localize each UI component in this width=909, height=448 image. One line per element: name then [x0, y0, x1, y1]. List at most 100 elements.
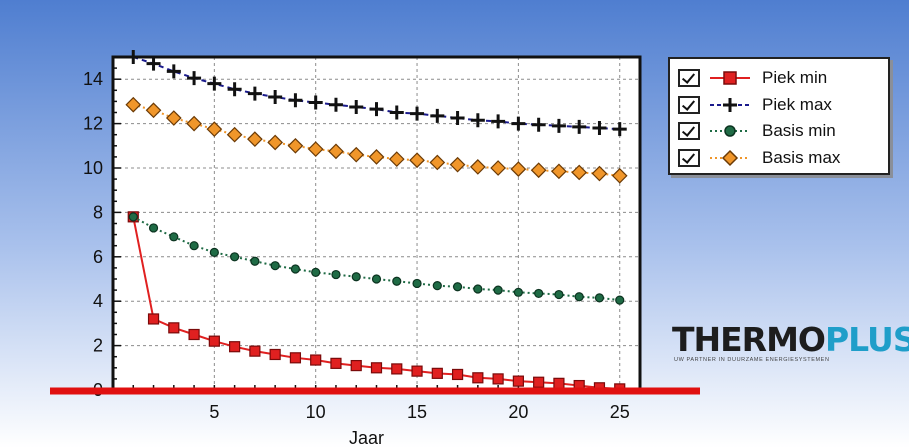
data-point-basis-max: [226, 126, 243, 143]
data-point-basis-min: [513, 287, 523, 297]
data-point-basis-min: [534, 288, 544, 299]
checkbox-icon[interactable]: [678, 96, 700, 114]
legend-item-piek-min[interactable]: Piek min: [678, 66, 884, 90]
data-point-piek-max: [531, 117, 546, 132]
data-point-piek-min: [350, 359, 362, 372]
chart-legend: Piek min Piek max Basis min Basis m: [668, 57, 890, 175]
data-point-basis-max: [530, 162, 547, 179]
data-point-piek-max: [450, 111, 465, 126]
data-point-basis-min: [392, 276, 402, 286]
checkbox-icon[interactable]: [678, 69, 700, 87]
data-point-basis-min: [189, 241, 199, 251]
data-point-piek-max: [308, 95, 323, 110]
data-point-piek-min: [208, 335, 220, 347]
data-point-piek-min: [451, 368, 464, 381]
legend-item-basis-min[interactable]: Basis min: [678, 119, 884, 143]
data-point-piek-min: [310, 354, 322, 366]
data-point-basis-max: [145, 102, 162, 119]
data-point-basis-min: [311, 267, 321, 277]
data-point-basis-min: [209, 247, 219, 257]
data-point-basis-max: [510, 161, 527, 177]
logo-tagline: UW PARTNER IN DUURZAME ENERGIESYSTEMEN: [674, 357, 830, 363]
data-point-basis-min: [554, 289, 564, 300]
y-tick-label: 6: [93, 247, 103, 267]
data-point-basis-max: [328, 143, 344, 160]
checkbox-icon[interactable]: [678, 122, 700, 140]
data-point-basis-min: [574, 292, 584, 302]
y-tick-label: 12: [83, 114, 103, 134]
data-point-basis-min: [432, 281, 442, 291]
legend-item-basis-max[interactable]: Basis max: [678, 146, 884, 170]
data-point-piek-max: [247, 86, 262, 101]
data-point-basis-max: [571, 164, 588, 181]
data-point-piek-min: [249, 345, 261, 357]
data-point-piek-max: [207, 76, 222, 91]
data-point-piek-max: [491, 114, 506, 129]
data-point-basis-max: [267, 134, 284, 151]
data-point-piek-min: [269, 348, 281, 361]
data-point-basis-max: [348, 146, 365, 163]
y-tick-label: 8: [93, 202, 103, 222]
checkbox-icon[interactable]: [678, 149, 700, 167]
x-tick-label: 10: [306, 402, 326, 422]
data-point-basis-min: [148, 223, 159, 233]
x-axis-title: Jaar: [349, 428, 384, 448]
data-point-piek-max: [288, 93, 303, 108]
data-point-basis-min: [270, 261, 280, 271]
data-point-piek-min: [370, 362, 383, 374]
data-point-basis-max: [591, 165, 608, 182]
data-point-piek-min: [168, 322, 180, 334]
data-point-piek-max: [612, 122, 627, 137]
data-point-piek-min: [472, 372, 484, 384]
y-tick-label: 14: [83, 69, 103, 89]
legend-item-piek-max[interactable]: Piek max: [678, 93, 884, 117]
data-point-basis-max: [409, 152, 425, 169]
legend-label-basis-max: Basis max: [762, 148, 841, 167]
data-point-piek-max: [410, 106, 425, 121]
data-point-basis-max: [368, 149, 385, 165]
legend-swatch-piek-min: [710, 71, 750, 85]
legend-swatch-basis-min: [710, 125, 750, 137]
data-point-basis-min: [473, 284, 483, 294]
data-point-piek-max: [187, 71, 202, 86]
data-point-piek-max: [328, 97, 343, 112]
data-point-piek-min: [533, 376, 545, 388]
x-tick-label: 15: [407, 402, 427, 422]
data-point-piek-max: [166, 64, 181, 79]
data-point-piek-max: [146, 56, 161, 71]
data-point-piek-min: [289, 352, 302, 364]
data-point-basis-min: [230, 252, 240, 262]
data-point-basis-max: [125, 96, 142, 113]
data-point-basis-max: [551, 163, 567, 180]
thermoplus-logo: THERMO PLUS UW PARTNER IN DUURZAME ENERG…: [672, 322, 909, 366]
data-point-basis-max: [287, 137, 304, 154]
x-tick-label: 5: [209, 402, 219, 422]
data-point-piek-max: [551, 118, 566, 133]
data-point-basis-max: [490, 160, 506, 176]
data-point-piek-max: [369, 102, 384, 117]
data-point-piek-max: [470, 113, 485, 128]
data-point-basis-min: [351, 272, 361, 282]
logo-wordmark-plus: PLUS: [825, 320, 909, 359]
data-point-basis-min: [371, 274, 382, 284]
data-point-basis-min: [412, 278, 422, 289]
data-point-basis-max: [429, 154, 446, 171]
data-point-piek-min: [147, 313, 160, 325]
data-point-piek-max: [389, 105, 404, 120]
data-point-basis-min: [452, 282, 463, 292]
data-point-piek-min: [391, 363, 403, 375]
y-tick-label: 2: [93, 336, 103, 356]
data-point-basis-min: [615, 295, 625, 305]
legend-label-basis-min: Basis min: [762, 121, 836, 140]
data-point-piek-max: [430, 108, 445, 123]
data-point-piek-max: [126, 50, 141, 64]
data-point-basis-min: [250, 256, 260, 266]
data-point-piek-max: [227, 82, 242, 97]
data-point-basis-max: [307, 141, 324, 157]
data-point-basis-max: [449, 156, 466, 173]
data-point-basis-min: [594, 293, 605, 303]
data-point-piek-max: [572, 119, 587, 134]
legend-swatch-piek-max: [710, 98, 750, 112]
data-point-piek-min: [411, 365, 423, 377]
